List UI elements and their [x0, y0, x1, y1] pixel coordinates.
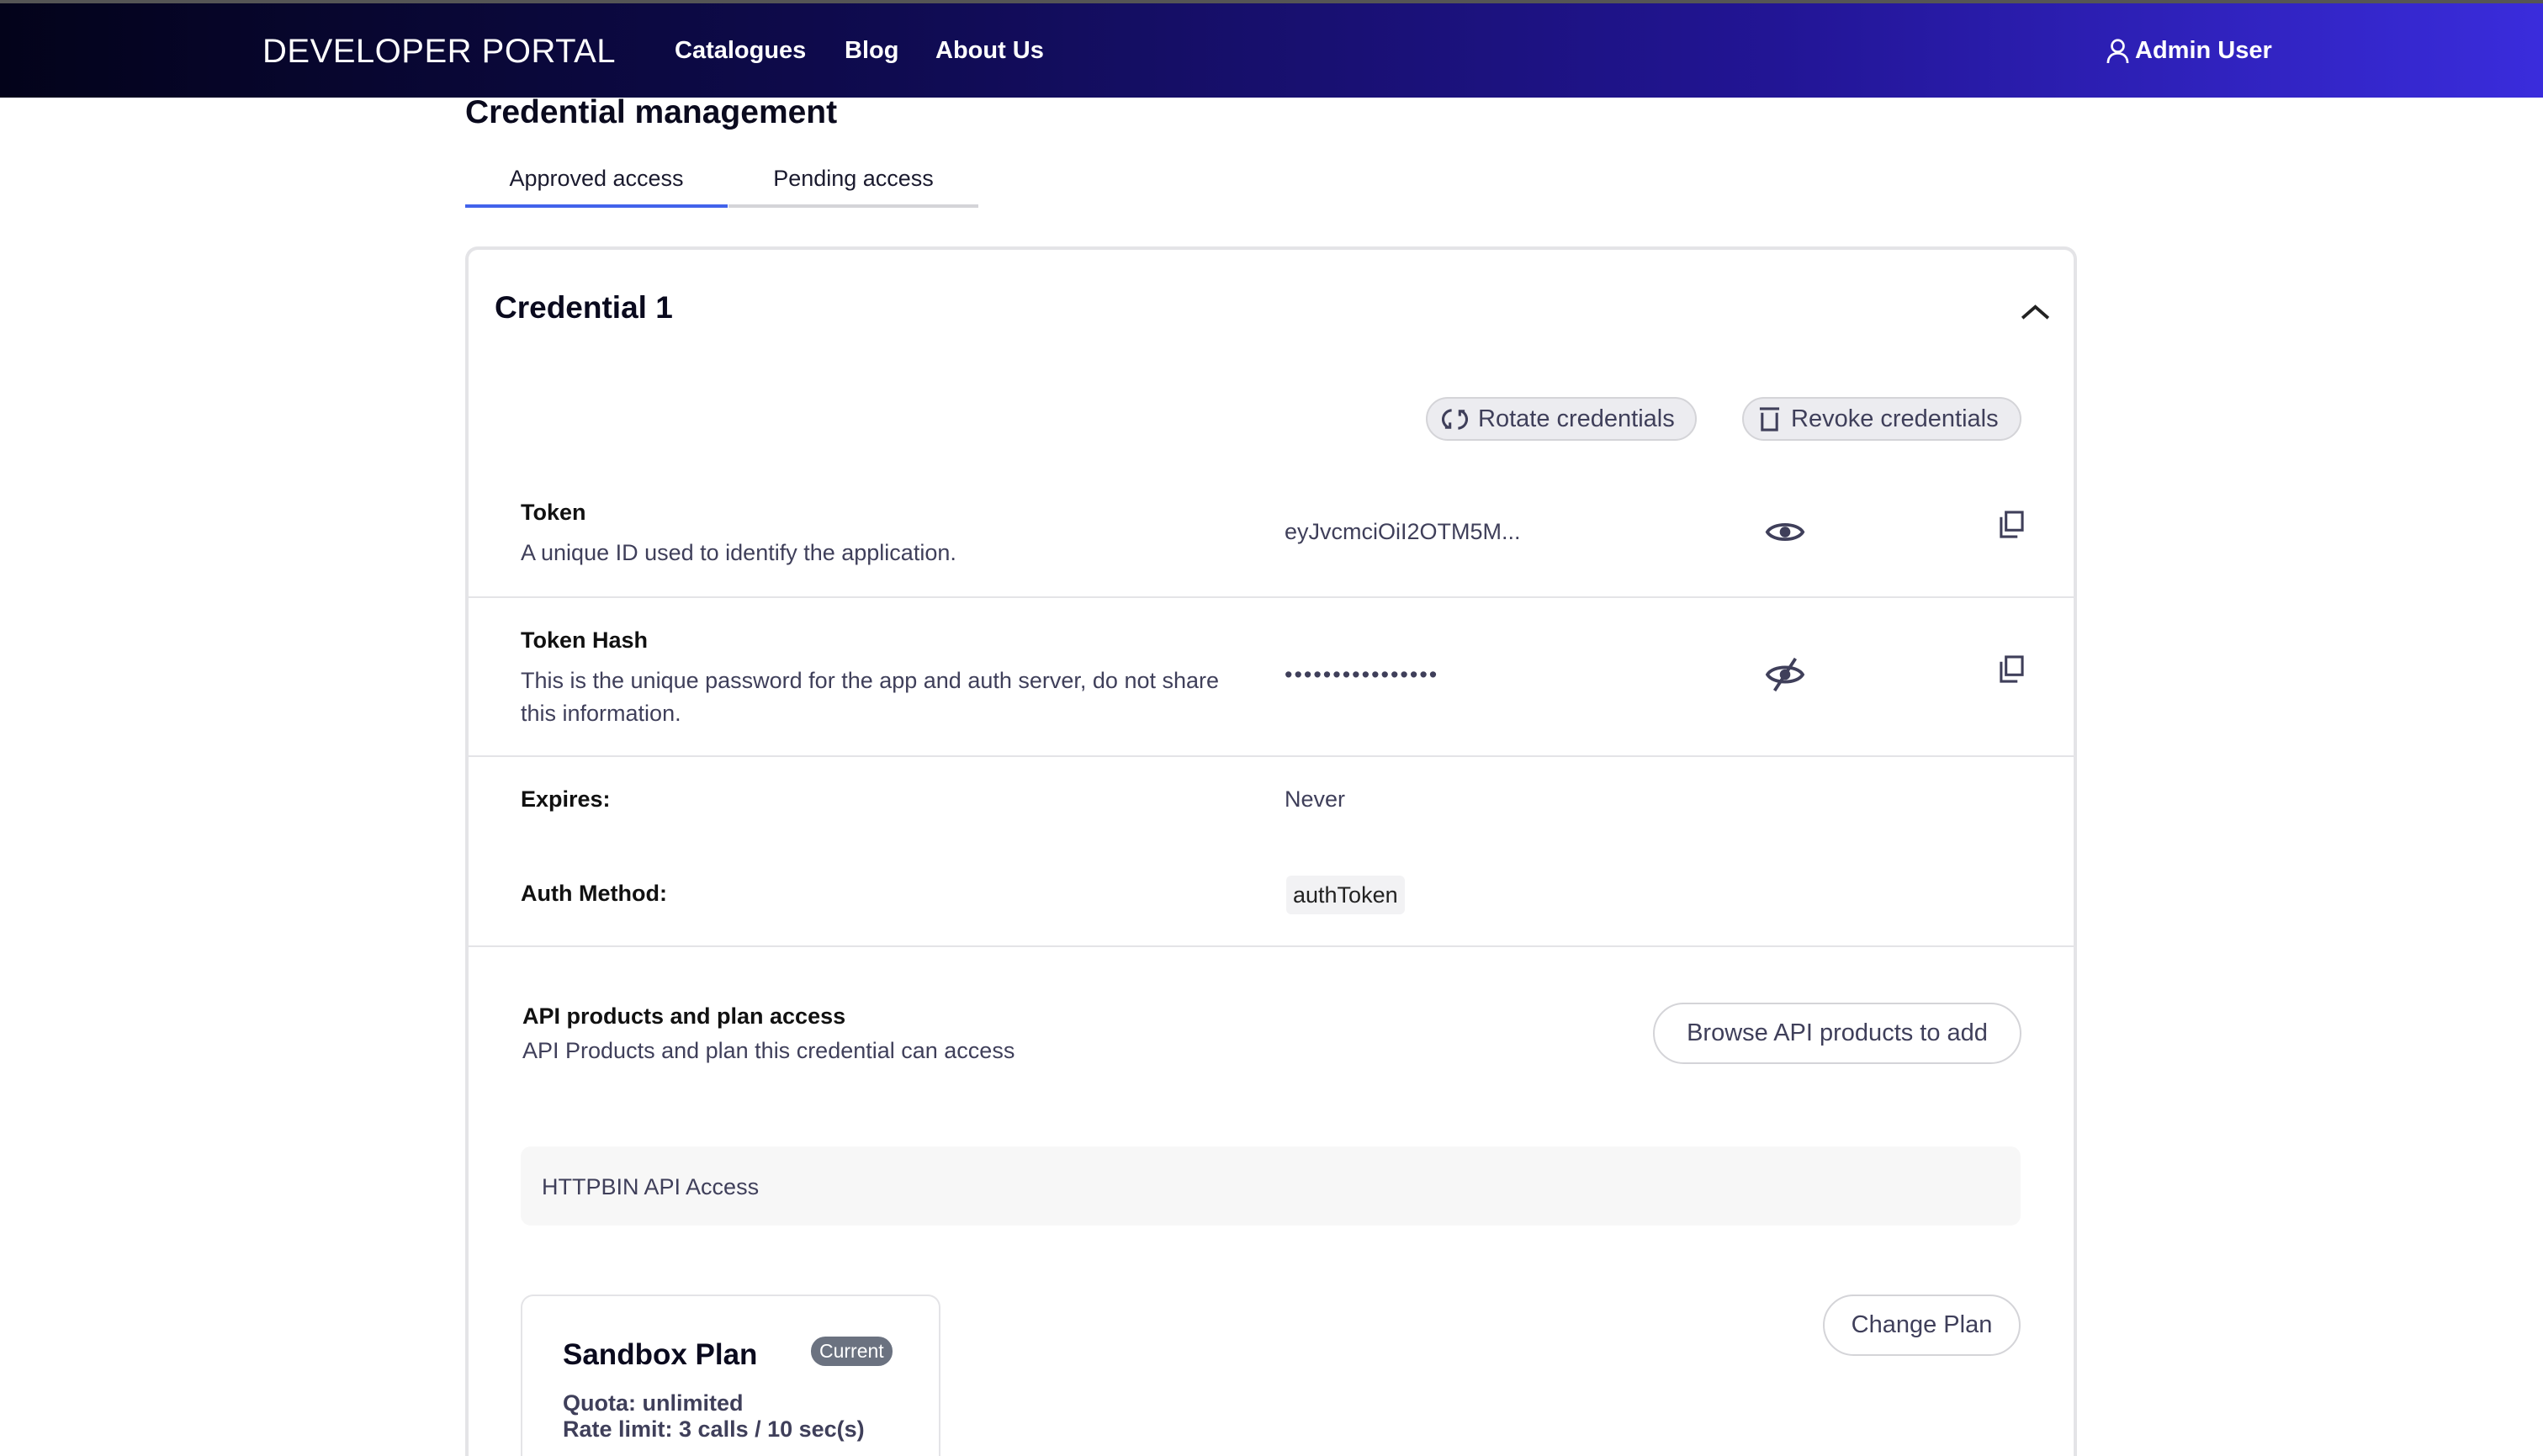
products-title: API products and plan access: [522, 1003, 846, 1029]
credential-card: [465, 246, 2077, 1456]
revoke-label: Revoke credentials: [1791, 405, 1999, 432]
divider: [467, 596, 2076, 598]
browse-api-products-button[interactable]: Browse API products to add: [1653, 1003, 2021, 1064]
plan-rate-limit: Rate limit: 3 calls / 10 sec(s): [563, 1416, 865, 1442]
token-hash-label: Token Hash: [521, 627, 649, 653]
user-name: Admin User: [2135, 37, 2272, 64]
user-menu[interactable]: Admin User: [2106, 37, 2272, 65]
token-label: Token: [521, 500, 586, 525]
top-navbar: DEVELOPER PORTAL Catalogues Blog About U…: [0, 0, 2543, 98]
copy-icon[interactable]: [1998, 511, 2024, 538]
plan-name: Sandbox Plan: [563, 1338, 758, 1371]
divider: [467, 945, 2076, 947]
expires-label: Expires:: [521, 786, 611, 812]
plan-quota: Quota: unlimited: [563, 1390, 744, 1416]
nav-about-us[interactable]: About Us: [935, 37, 1044, 64]
eye-off-icon[interactable]: [1765, 657, 1805, 692]
auth-method-label: Auth Method:: [521, 881, 667, 906]
plan-card: Sandbox Plan Current Quota: unlimited Ra…: [521, 1295, 940, 1456]
divider: [467, 755, 2076, 757]
auth-method-chip: authToken: [1286, 876, 1405, 914]
rotate-credentials-button[interactable]: Rotate credentials: [1426, 397, 1697, 441]
current-badge: Current: [811, 1337, 893, 1366]
tab-approved-access[interactable]: Approved access: [465, 166, 728, 208]
token-hash-description: This is the unique password for the app …: [521, 668, 1220, 726]
eye-icon[interactable]: [1765, 519, 1805, 545]
credential-title: Credential 1: [495, 290, 673, 325]
page-title: Credential management: [465, 94, 838, 130]
rotate-icon: [1442, 406, 1468, 432]
token-hash-value: ••••••••••••••••: [1285, 662, 1439, 687]
rotate-label: Rotate credentials: [1478, 405, 1675, 432]
products-description: API Products and plan this credential ca…: [522, 1038, 1015, 1063]
nav-blog[interactable]: Blog: [845, 37, 899, 64]
token-value: eyJvcmciOiI2OTM5M...: [1285, 519, 1521, 544]
trash-icon: [1758, 406, 1781, 432]
chevron-up-icon[interactable]: [2019, 302, 2052, 321]
change-plan-button[interactable]: Change Plan: [1823, 1295, 2021, 1356]
copy-icon[interactable]: [1998, 655, 2024, 683]
nav-catalogues[interactable]: Catalogues: [675, 37, 807, 64]
user-icon: [2106, 38, 2130, 64]
revoke-credentials-button[interactable]: Revoke credentials: [1742, 397, 2021, 441]
product-row[interactable]: HTTPBIN API Access: [521, 1146, 2021, 1226]
logo[interactable]: DEVELOPER PORTAL: [262, 33, 616, 70]
tab-pending-access[interactable]: Pending access: [728, 166, 978, 208]
expires-value: Never: [1285, 786, 1346, 812]
token-description: A unique ID used to identify the applica…: [521, 540, 956, 565]
product-name: HTTPBIN API Access: [542, 1174, 760, 1199]
